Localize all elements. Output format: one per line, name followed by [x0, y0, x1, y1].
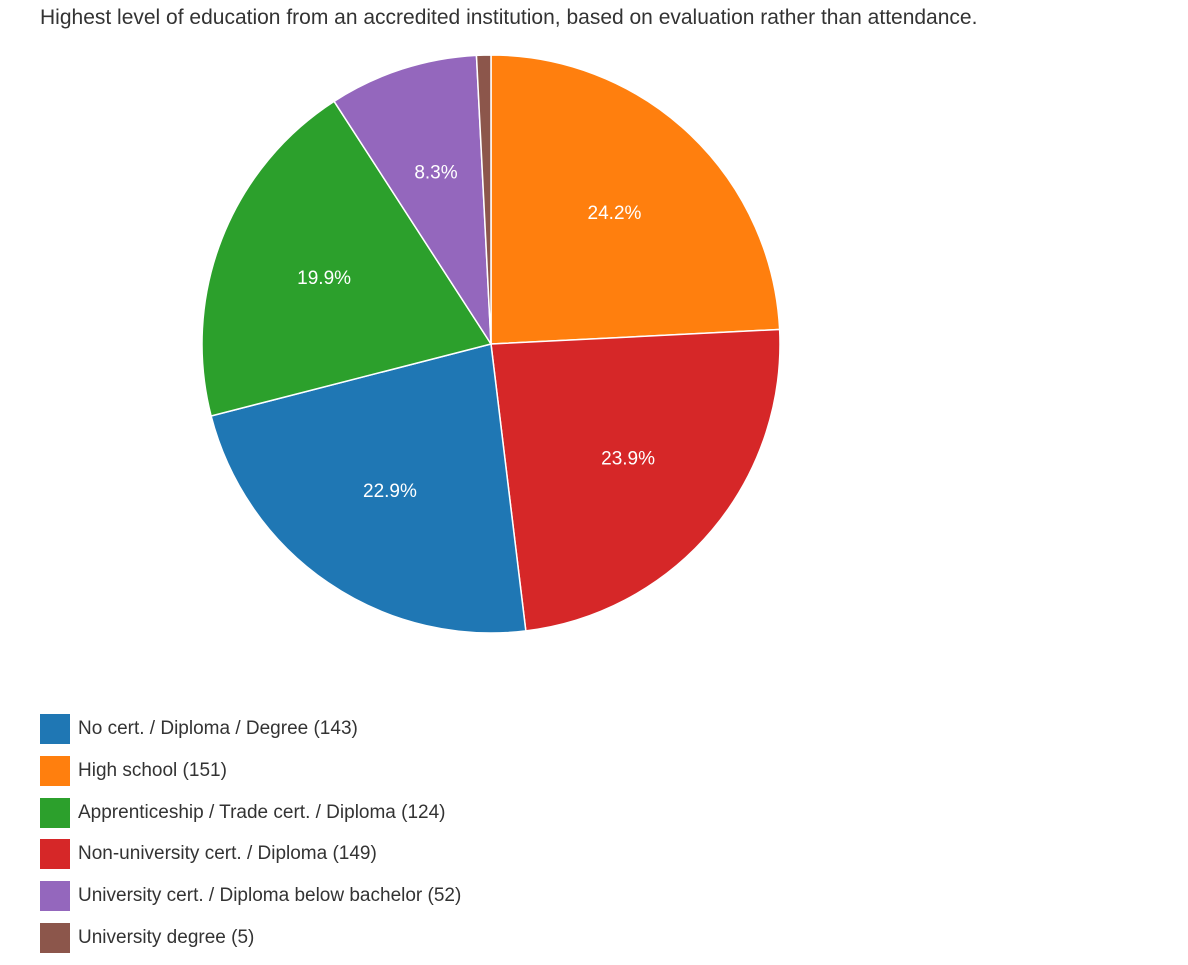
- legend-swatch: [40, 922, 70, 953]
- legend-swatch: [40, 839, 70, 870]
- legend-swatch: [40, 797, 70, 828]
- slice-percent-label: 19.9%: [297, 268, 351, 289]
- slice-percent-label: 22.9%: [363, 481, 417, 502]
- pie-chart: 24.2% 23.9% 22.9% 19.9% 8.3%: [201, 54, 781, 634]
- pie-slice[interactable]: [210, 343, 527, 634]
- legend-label: High school (151): [78, 759, 227, 781]
- legend-item[interactable]: No cert. / Diploma / Degree (143): [40, 714, 461, 744]
- pie-slice[interactable]: [490, 328, 781, 632]
- legend-item[interactable]: Non-university cert. / Diploma (149): [40, 839, 461, 870]
- legend-label: No cert. / Diploma / Degree (143): [78, 718, 358, 739]
- legend-swatch: [40, 881, 70, 912]
- pie-slice[interactable]: [490, 54, 781, 345]
- legend-item[interactable]: University cert. / Diploma below bachelo…: [40, 881, 462, 912]
- legend-label: Non-university cert. / Diploma (149): [78, 843, 377, 865]
- legend-label: Apprenticeship / Trade cert. / Diploma (…: [78, 801, 446, 823]
- legend-label: University cert. / Diploma below bachelo…: [78, 885, 462, 907]
- legend-item[interactable]: Apprenticeship / Trade cert. / Diploma (…: [40, 797, 461, 828]
- legend-swatch: [40, 755, 70, 786]
- legend-swatch: [40, 714, 70, 744]
- pie-slice[interactable]: [201, 100, 493, 417]
- chart-title: Highest level of education from an accre…: [40, 6, 978, 29]
- legend: No cert. / Diploma / Degree (143) High s…: [40, 714, 461, 965]
- legend-item[interactable]: High school (151): [40, 755, 461, 786]
- slice-percent-label: 8.3%: [414, 162, 457, 183]
- legend-item[interactable]: University degree (5): [40, 922, 461, 953]
- pie-slice[interactable]: [333, 54, 492, 347]
- legend-label: University degree (5): [78, 926, 255, 948]
- pie-slice[interactable]: [475, 54, 492, 345]
- slice-percent-label: 24.2%: [588, 203, 642, 224]
- slice-percent-label: 23.9%: [601, 448, 655, 469]
